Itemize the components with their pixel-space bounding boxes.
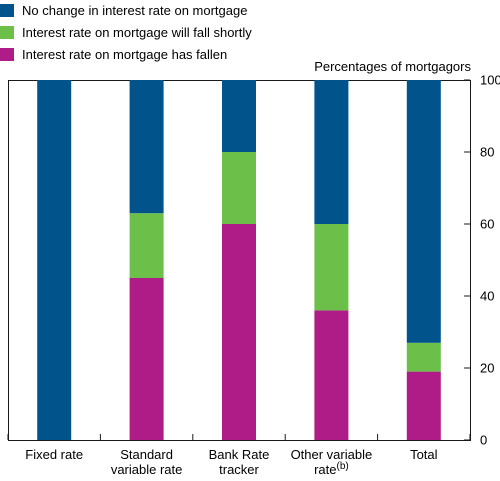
legend-swatch: [0, 4, 14, 17]
y-tick-label: 0: [480, 433, 487, 448]
x-category-label: Fixed rate: [25, 447, 83, 462]
bar-segment-0-4: [406, 371, 441, 440]
bar-segment-2-3: [314, 80, 349, 224]
legend-swatch: [0, 26, 14, 39]
y-tick-label: 100: [480, 73, 500, 88]
bar-segment-1-1: [129, 213, 164, 278]
plot-area: 0 20 40 60 80 100 Fixed rate Standard variable …: [7, 73, 500, 477]
bar-segment-0-3: [314, 310, 349, 440]
legend-label: No change in interest rate on mortgage: [22, 3, 247, 18]
legend-swatch: [0, 48, 14, 61]
y-axis: 0 20 40 60 80 100: [464, 73, 500, 448]
x-category-label: Standard variable rate: [111, 447, 183, 477]
legend-label: Interest rate on mortgage will fall shor…: [22, 25, 252, 40]
bar-segment-1-2: [222, 152, 256, 224]
bar-segment-2-4: [406, 80, 441, 343]
bar-segment-2-2: [222, 80, 256, 152]
x-category-label: Other variable rate(b): [291, 447, 373, 477]
x-category-label: Bank Rate tracker: [209, 447, 270, 477]
bar-segment-1-3: [314, 224, 349, 311]
bar-segment-2-0: [37, 80, 72, 440]
x-category-label: Total: [410, 447, 438, 462]
bar-segment-2-1: [129, 80, 164, 214]
legend-label: Interest rate on mortgage has fallen: [22, 47, 227, 62]
bar-segment-0-1: [129, 278, 164, 440]
x-axis: Fixed rate Standard variable rate Bank Rate…: [7, 434, 471, 477]
y-tick-label: 80: [480, 145, 494, 160]
y-tick-label: 60: [480, 217, 494, 232]
bar-segment-0-2: [222, 224, 256, 440]
bars: [37, 80, 441, 440]
legend: No change in interest rate on mortgage In…: [0, 3, 252, 62]
y-tick-label: 20: [480, 361, 494, 376]
y-axis-unit-label: Percentages of mortgagors: [314, 59, 471, 74]
y-tick-label: 40: [480, 289, 494, 304]
bar-segment-1-4: [406, 342, 441, 372]
